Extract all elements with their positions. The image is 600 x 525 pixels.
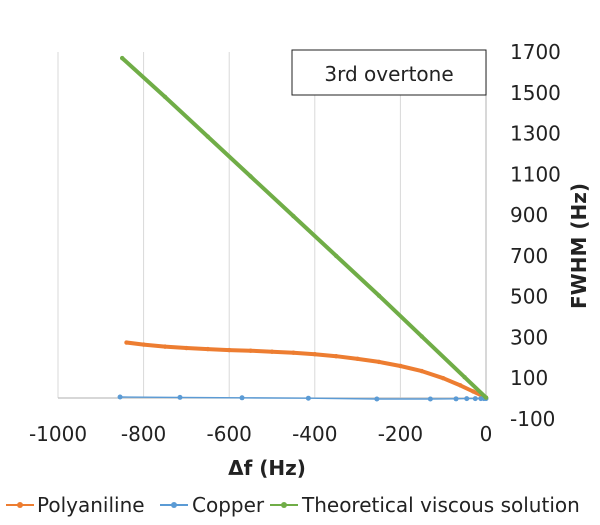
data-point [458, 383, 463, 388]
data-point [291, 213, 296, 219]
series-copper [117, 394, 489, 402]
x-tick-label: -1000 [29, 422, 87, 446]
data-point [419, 368, 424, 374]
data-point [374, 396, 380, 402]
data-point [248, 174, 253, 179]
legend-label: Polyaniline [37, 493, 145, 517]
x-tick-label: -400 [292, 422, 337, 446]
data-point [376, 359, 382, 365]
data-point [305, 395, 311, 401]
grid-lines [57, 52, 401, 398]
data-point [248, 348, 253, 353]
data-point [205, 134, 210, 139]
y-tick-label: 1500 [510, 81, 561, 105]
data-point [472, 396, 478, 402]
y-tick-label: 1300 [510, 122, 561, 146]
x-axis-title: Δf (Hz) [228, 456, 306, 480]
series-theoretical-viscous-solution [120, 55, 489, 400]
data-point [334, 354, 339, 359]
data-point [312, 351, 317, 357]
data-point [124, 340, 129, 345]
data-point [453, 396, 459, 402]
y-tick-label: 900 [510, 203, 548, 227]
data-point [239, 395, 245, 401]
data-point [462, 375, 467, 380]
x-tick-labels: -1000 -800 -600 -400 -200 0 [29, 422, 492, 446]
y-tick-label: 300 [510, 325, 548, 349]
legend-swatch-marker [281, 502, 287, 508]
data-point [291, 350, 296, 355]
y-tick-label: -100 [510, 407, 555, 431]
data-point [470, 389, 476, 394]
series-line [124, 340, 488, 400]
data-point [141, 342, 146, 347]
legend-swatch-marker [17, 502, 23, 508]
data-point [334, 253, 339, 259]
data-point [117, 394, 123, 400]
data-point [184, 345, 189, 351]
x-tick-label: 0 [480, 422, 493, 446]
legend-item: Copper [160, 493, 265, 517]
legend-item: Theoretical viscous solution [270, 493, 580, 517]
x-tick-label: -600 [207, 422, 252, 446]
series-group [117, 55, 489, 402]
annotation-box [291, 49, 487, 96]
annotation-text: 3rd overtone [324, 62, 453, 86]
y-axis-title: FWHM (Hz) [567, 183, 591, 309]
data-point [120, 55, 125, 61]
series-line [120, 56, 488, 400]
legend-label: Theoretical viscous solution [301, 493, 580, 517]
y-tick-label: 1100 [510, 162, 561, 186]
axes [58, 52, 487, 399]
x-tick-label: -800 [121, 422, 166, 446]
y-tick-label: 500 [510, 285, 548, 309]
y-tick-labels: -100 100 300 500 700 900 1100 1300 1500 1700 [510, 40, 561, 431]
legend: Polyaniline Copper Theoretical viscous sol… [6, 493, 580, 517]
data-point [427, 396, 433, 402]
legend-label: Copper [192, 493, 265, 517]
data-point [177, 394, 183, 400]
data-point [398, 363, 403, 369]
y-tick-label: 700 [510, 244, 548, 268]
data-point [162, 344, 168, 349]
data-point [441, 376, 446, 381]
y-tick-label: 1700 [510, 40, 561, 64]
data-point [205, 346, 210, 352]
data-point [355, 356, 360, 362]
legend-item: Polyaniline [6, 493, 145, 517]
x-tick-label: -200 [378, 422, 423, 446]
data-point [464, 396, 470, 402]
data-point [483, 395, 489, 400]
data-point [419, 334, 424, 339]
data-point [376, 293, 382, 298]
data-point [162, 94, 168, 100]
legend-swatch-marker [171, 502, 177, 508]
data-point [269, 349, 275, 354]
y-tick-label: 100 [510, 366, 548, 390]
data-point [227, 347, 232, 353]
